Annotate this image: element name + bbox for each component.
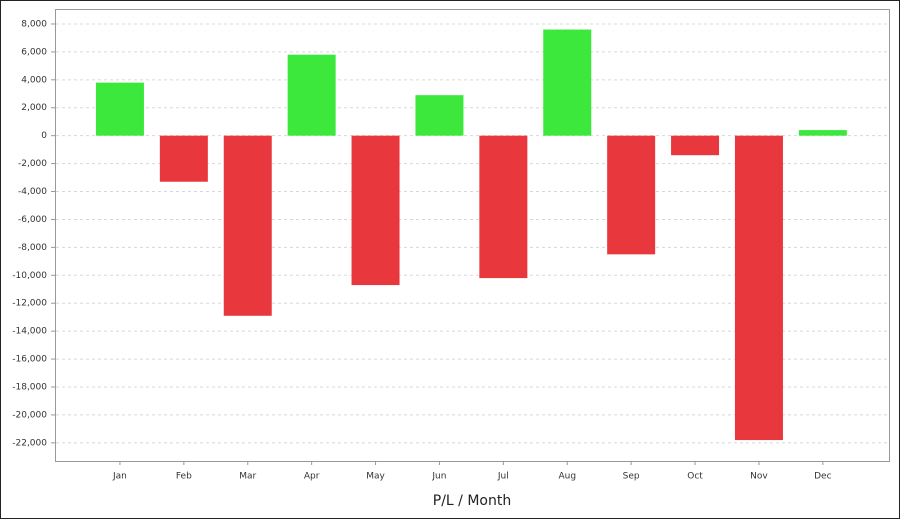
x-tick-label: Jun: [431, 472, 446, 482]
y-tick-label: 8,000: [21, 19, 47, 29]
y-tick-label: -14,000: [12, 327, 47, 337]
bar: [351, 135, 400, 286]
x-tick-label: Sep: [623, 472, 640, 482]
y-tick-label: -22,000: [12, 438, 47, 448]
y-tick-label: -18,000: [12, 382, 47, 392]
x-tick-label: May: [366, 472, 385, 482]
bar: [223, 135, 272, 316]
bar: [415, 95, 464, 136]
bar: [543, 29, 592, 136]
bar: [671, 135, 720, 156]
bar: [287, 54, 336, 136]
y-tick-label: -16,000: [12, 355, 47, 365]
bar: [734, 135, 783, 441]
y-tick-label: -4,000: [18, 187, 47, 197]
y-tick-label: -8,000: [18, 243, 47, 253]
bar: [479, 135, 528, 279]
x-tick-label: Mar: [239, 472, 256, 482]
bar: [607, 135, 656, 255]
x-tick-label: Jan: [112, 472, 127, 482]
bar: [95, 82, 144, 136]
y-tick-label: -6,000: [18, 215, 47, 225]
x-tick-label: Oct: [687, 472, 703, 482]
y-tick-label: -12,000: [12, 299, 47, 309]
x-tick-label: Dec: [814, 472, 831, 482]
bar: [159, 135, 208, 182]
x-tick-label: Aug: [558, 472, 576, 482]
x-tick-label: Apr: [304, 472, 320, 482]
bar: [798, 130, 847, 136]
x-tick-label: Nov: [750, 472, 768, 482]
x-tick-label: Jul: [497, 472, 509, 482]
y-tick-label: 6,000: [21, 47, 47, 57]
y-tick-label: -10,000: [12, 271, 47, 281]
x-tick-label: Feb: [176, 472, 192, 482]
y-tick-label: -20,000: [12, 410, 47, 420]
y-tick-label: 4,000: [21, 75, 47, 85]
y-tick-label: 2,000: [21, 103, 47, 113]
y-tick-label: 0: [41, 131, 47, 141]
x-axis-label: P/L / Month: [433, 493, 511, 509]
y-tick-label: -2,000: [18, 159, 47, 169]
